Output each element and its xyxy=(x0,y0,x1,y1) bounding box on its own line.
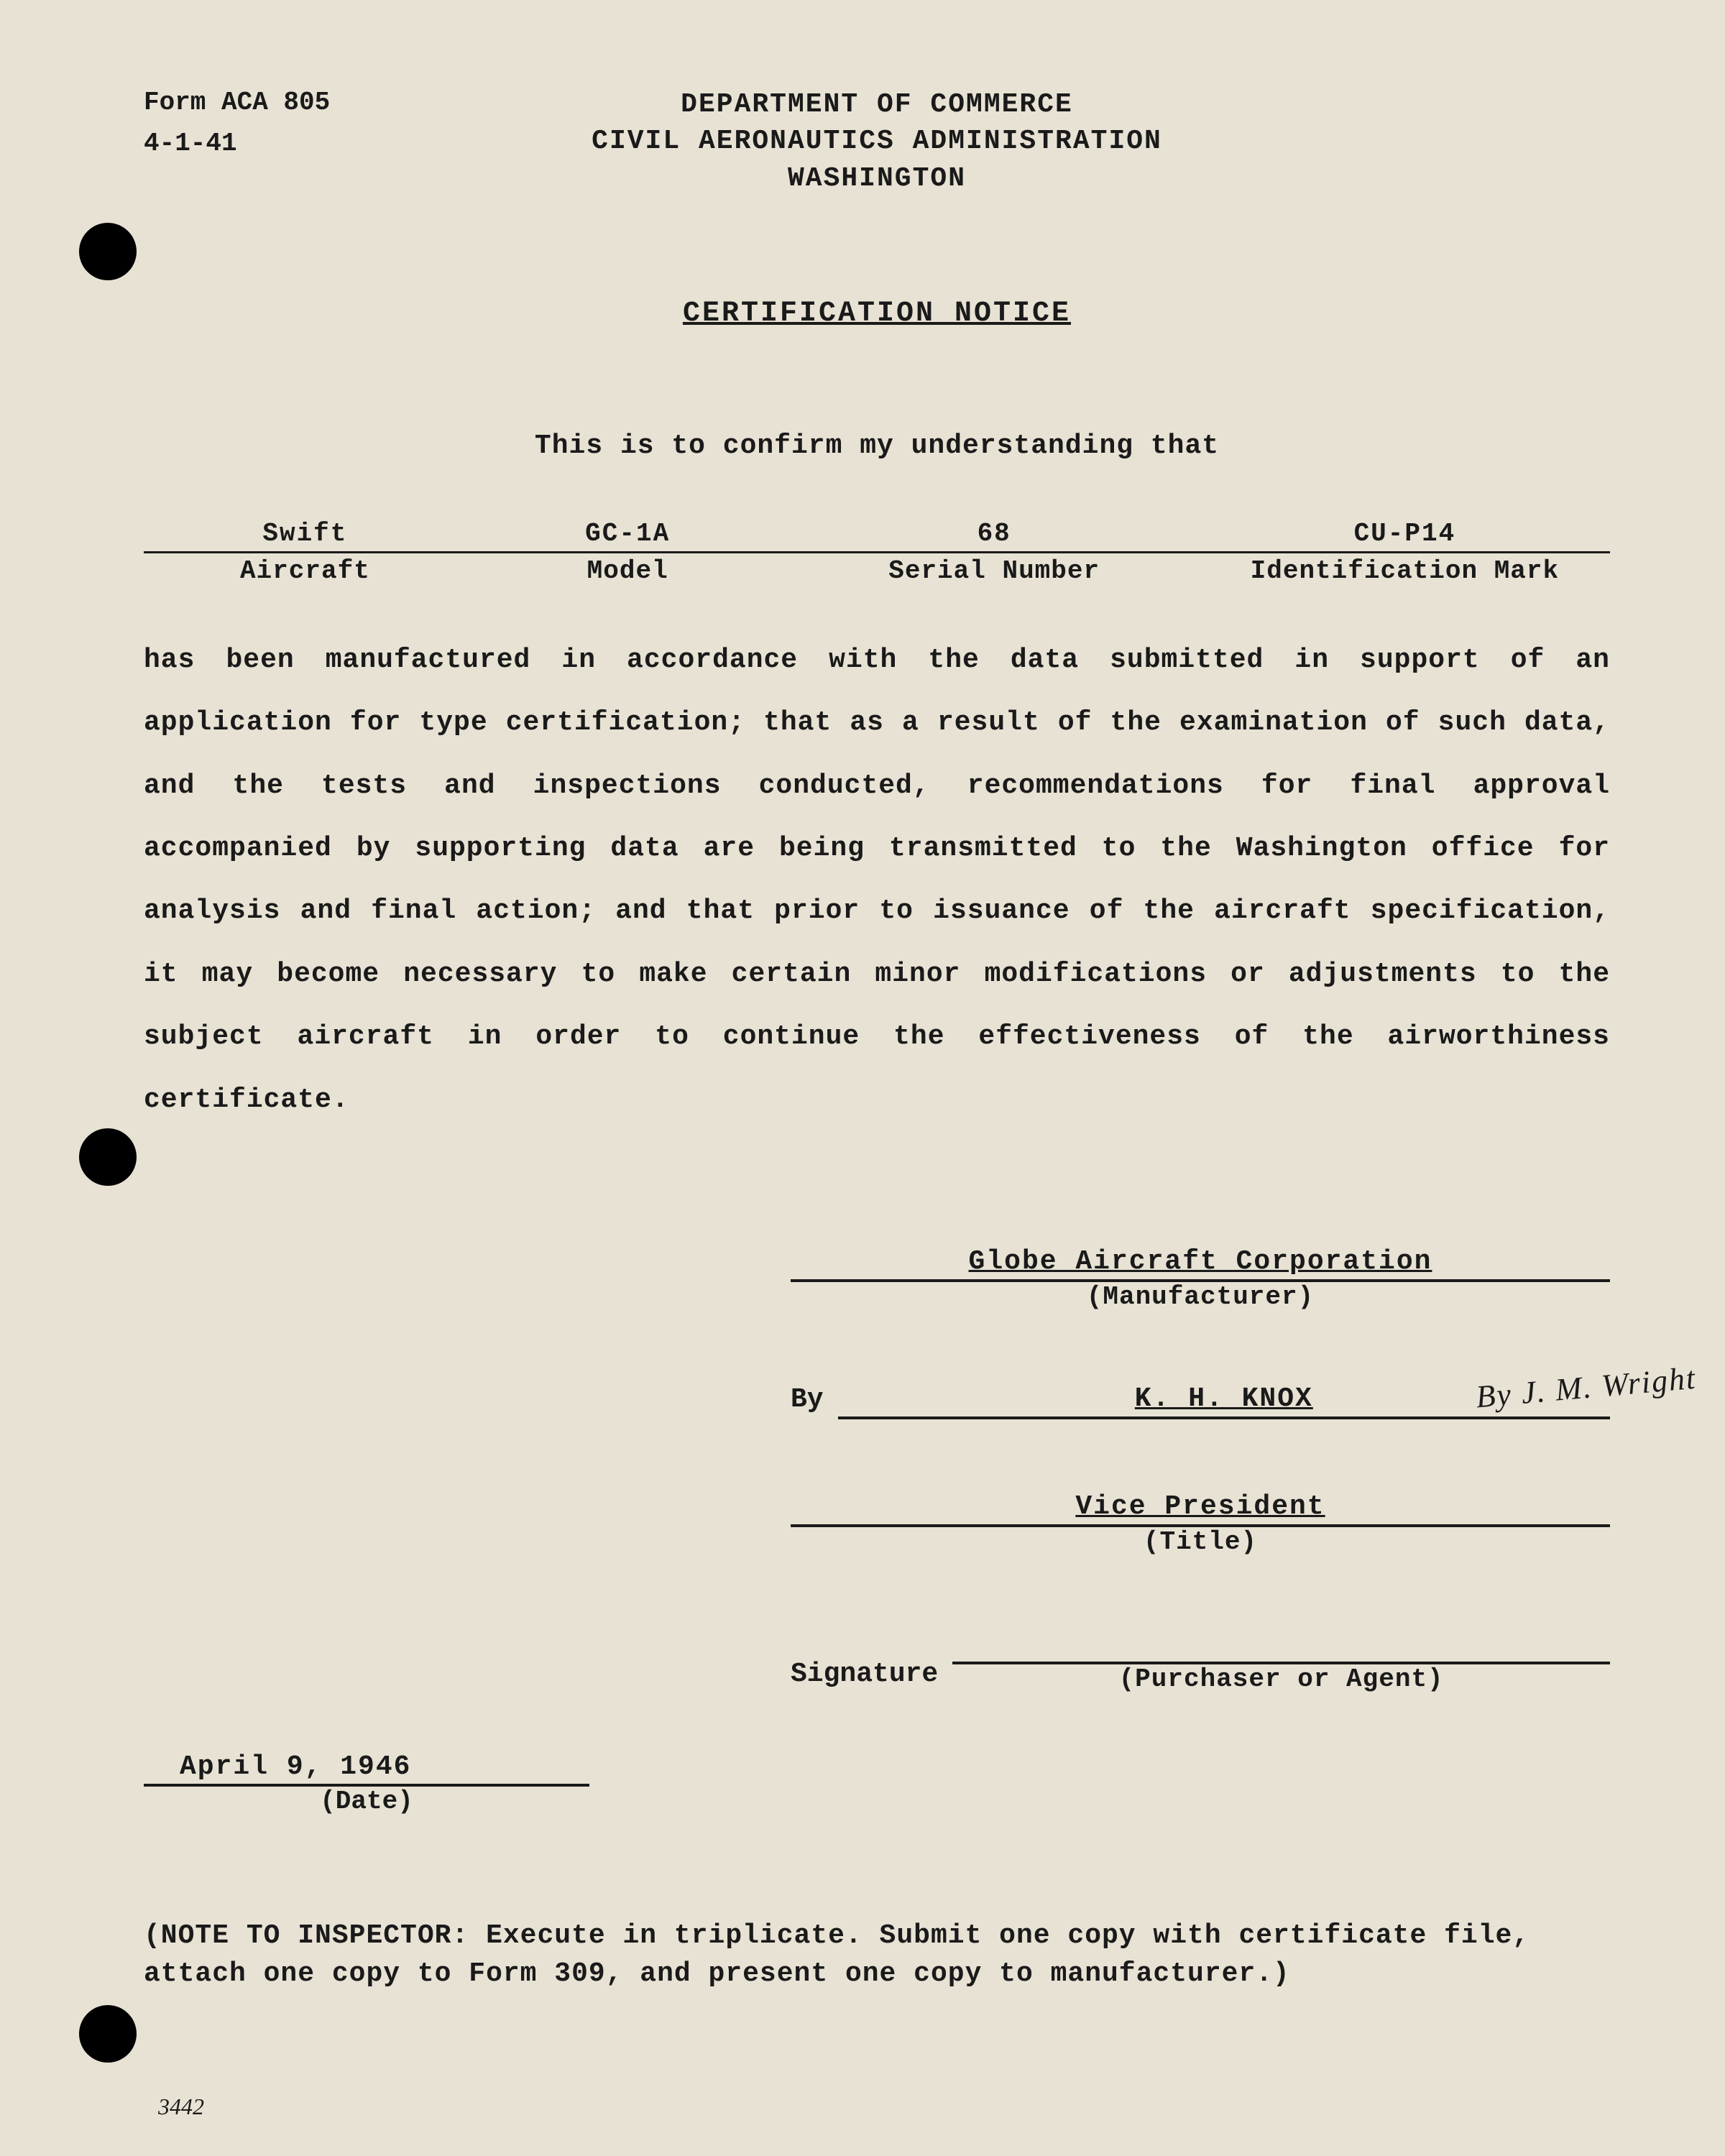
manufacturer-caption: (Manufacturer) xyxy=(791,1282,1610,1312)
body-text: has been manufactured in accordance with… xyxy=(144,629,1610,1131)
model-value: GC-1A xyxy=(466,519,789,553)
field-serial: 68 Serial Number xyxy=(789,519,1200,586)
header: Form ACA 805 4-1-41 DEPARTMENT OF COMMER… xyxy=(144,86,1610,197)
dept-line: DEPARTMENT OF COMMERCE xyxy=(417,86,1337,123)
city-line: WASHINGTON xyxy=(417,160,1337,197)
form-number: Form ACA 805 xyxy=(144,86,417,120)
date-value: April 9, 1946 xyxy=(144,1751,589,1787)
punch-hole xyxy=(79,1128,137,1186)
by-value-text: K. H. KNOX xyxy=(1135,1383,1313,1414)
form-date-code: 4-1-41 xyxy=(144,127,417,161)
dept-header: DEPARTMENT OF COMMERCE CIVIL AERONAUTICS… xyxy=(417,86,1610,197)
field-model: GC-1A Model xyxy=(466,519,789,586)
purchaser-caption: (Purchaser or Agent) xyxy=(952,1664,1610,1694)
page-number: 3442 xyxy=(158,2093,204,2120)
field-aircraft: Swift Aircraft xyxy=(144,519,466,586)
title-value: Vice President xyxy=(791,1491,1610,1527)
by-row: By K. H. KNOX By J. M. Wright xyxy=(791,1383,1610,1419)
serial-value: 68 xyxy=(789,519,1200,553)
ident-value: CU-P14 xyxy=(1200,519,1610,553)
serial-label: Serial Number xyxy=(789,553,1200,586)
manufacturer-row: Globe Aircraft Corporation (Manufacturer… xyxy=(791,1246,1610,1312)
title-row: Vice President (Title) xyxy=(791,1491,1610,1557)
date-row: April 9, 1946 (Date) xyxy=(144,1751,589,1816)
signature-block: Globe Aircraft Corporation (Manufacturer… xyxy=(144,1246,1610,1694)
aircraft-value: Swift xyxy=(144,519,466,553)
by-label: By xyxy=(791,1384,838,1419)
form-id: Form ACA 805 4-1-41 xyxy=(144,86,417,168)
handwritten-signature: By J. M. Wright xyxy=(1474,1360,1698,1416)
manufacturer-value: Globe Aircraft Corporation xyxy=(791,1246,1610,1282)
field-row: Swift Aircraft GC-1A Model 68 Serial Num… xyxy=(144,519,1610,586)
punch-hole xyxy=(79,223,137,280)
inspector-note: (NOTE TO INSPECTOR: Execute in triplicat… xyxy=(144,1917,1610,1993)
field-ident: CU-P14 Identification Mark xyxy=(1200,519,1610,586)
date-caption: (Date) xyxy=(144,1787,589,1816)
purchaser-row: Signature (Purchaser or Agent) xyxy=(791,1628,1610,1694)
model-label: Model xyxy=(466,553,789,586)
document-title: CERTIFICATION NOTICE xyxy=(144,298,1610,330)
ident-label: Identification Mark xyxy=(1200,553,1610,586)
by-value: K. H. KNOX By J. M. Wright xyxy=(838,1383,1610,1419)
admin-line: CIVIL AERONAUTICS ADMINISTRATION xyxy=(417,123,1337,160)
intro-text: This is to confirm my understanding that xyxy=(144,430,1610,461)
aircraft-label: Aircraft xyxy=(144,553,466,586)
purchaser-value xyxy=(952,1628,1610,1664)
title-caption: (Title) xyxy=(791,1527,1610,1557)
punch-hole xyxy=(79,2005,137,2063)
purchaser-label: Signature xyxy=(791,1659,952,1694)
